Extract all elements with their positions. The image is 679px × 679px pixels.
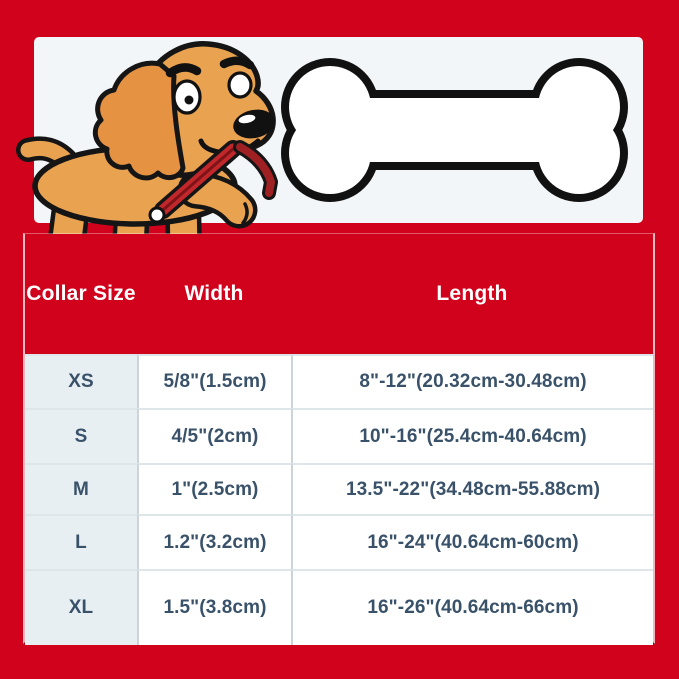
size-chart-table: Collar Size Width Length XS 5/8"(1.5cm) … <box>23 233 655 645</box>
row-s-width: 4/5"(2cm) <box>137 408 291 463</box>
row-xl-size: XL <box>25 569 137 645</box>
row-xs-width: 5/8"(1.5cm) <box>137 354 291 408</box>
row-s-size: S <box>25 408 137 463</box>
row-xl-length: 16"-26"(40.64cm-66cm) <box>291 569 653 645</box>
row-xs-length: 8"-12"(20.32cm-30.48cm) <box>291 354 653 408</box>
row-s-length: 10"-16"(25.4cm-40.64cm) <box>291 408 653 463</box>
row-m-length: 13.5"-22"(34.48cm-55.88cm) <box>291 463 653 514</box>
column-header-collar-size: Collar Size <box>25 234 137 354</box>
column-header-width: Width <box>137 234 291 354</box>
row-xl-width: 1.5"(3.8cm) <box>137 569 291 645</box>
row-l-width: 1.2"(3.2cm) <box>137 514 291 569</box>
row-m-width: 1"(2.5cm) <box>137 463 291 514</box>
hero-card <box>34 37 643 223</box>
column-header-length: Length <box>291 234 653 354</box>
row-l-length: 16"-24"(40.64cm-60cm) <box>291 514 653 569</box>
row-l-size: L <box>25 514 137 569</box>
row-xs-size: XS <box>25 354 137 408</box>
row-m-size: M <box>25 463 137 514</box>
